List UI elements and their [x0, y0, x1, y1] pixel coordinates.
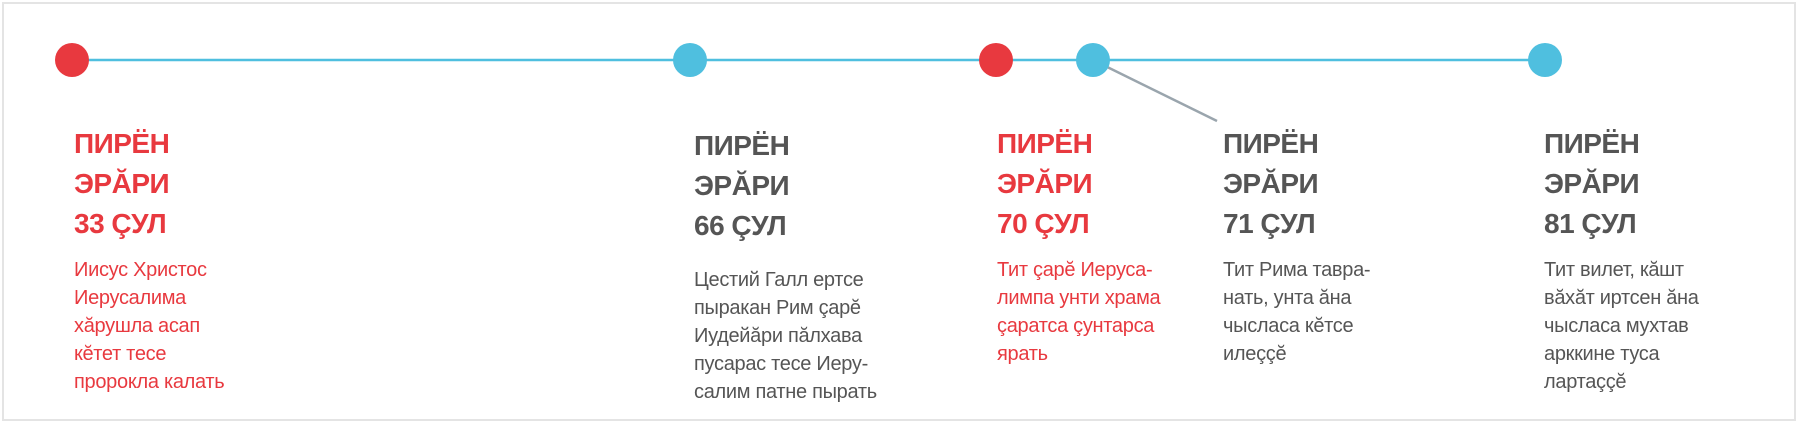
heading-line: ЭРӐРИ	[997, 168, 1093, 199]
event-66: ПИРЁН ЭРӐРИ 66 ÇУЛ Цестий Галл ертсе пырак…	[694, 126, 877, 406]
heading-line: ПИРЁН	[1544, 128, 1640, 159]
event-description: Тит Рима тавра- нать, унта ӑна чысласа к…	[1223, 259, 1371, 365]
heading-line: ЭРӐРИ	[1544, 168, 1640, 199]
connector-line	[1092, 58, 1218, 123]
timeline-dot-71	[1076, 43, 1110, 77]
event-heading: ПИРЁН ЭРӐРИ 81 ÇУЛ	[1544, 124, 1699, 244]
event-heading: ПИРЁН ЭРӐРИ 33 ÇУЛ	[74, 124, 224, 244]
event-year: 33 ÇУЛ	[74, 208, 167, 239]
event-year: 81 ÇУЛ	[1544, 208, 1637, 239]
event-description: Иисус Христос Иерусалима хӑрушла асап кӗ…	[74, 259, 225, 393]
heading-line: ЭРӐРИ	[694, 170, 790, 201]
heading-line: ЭРӐРИ	[1223, 168, 1319, 199]
event-year: 71 ÇУЛ	[1223, 208, 1316, 239]
heading-line: ПИРЁН	[694, 130, 790, 161]
heading-line: ПИРЁН	[997, 128, 1093, 159]
event-33: ПИРЁН ЭРӐРИ 33 ÇУЛ Иисус Христос Иерусалим…	[74, 124, 225, 396]
timeline-dot-70	[979, 43, 1013, 77]
event-heading: ПИРЁН ЭРӐРИ 66 ÇУЛ	[694, 126, 877, 246]
event-81: ПИРЁН ЭРӐРИ 81 ÇУЛ Тит вилет, кӑшт вӑхӑт и…	[1544, 124, 1699, 396]
event-year: 70 ÇУЛ	[997, 208, 1090, 239]
event-year: 66 ÇУЛ	[694, 210, 787, 241]
heading-line: ПИРЁН	[1223, 128, 1319, 159]
heading-line: ЭРӐРИ	[74, 168, 170, 199]
event-description: Цестий Галл ертсе пыракан Рим çарӗ Иудей…	[694, 269, 877, 403]
timeline-dot-81	[1528, 43, 1562, 77]
event-heading: ПИРЁН ЭРӐРИ 70 ÇУЛ	[997, 124, 1160, 244]
event-70: ПИРЁН ЭРӐРИ 70 ÇУЛ Тит çарӗ Иеруса- лимпа …	[997, 124, 1161, 368]
timeline-dot-33	[55, 43, 89, 77]
timeline-dot-66	[673, 43, 707, 77]
event-71: ПИРЁН ЭРӐРИ 71 ÇУЛ Тит Рима тавра- нать, у…	[1223, 124, 1371, 368]
heading-line: ПИРЁН	[74, 128, 170, 159]
event-heading: ПИРЁН ЭРӐРИ 71 ÇУЛ	[1223, 124, 1370, 244]
event-description: Тит çарӗ Иеруса- лимпа унти храма çаратс…	[997, 259, 1161, 365]
event-description: Тит вилет, кӑшт вӑхӑт иртсен ӑна чысласа…	[1544, 259, 1699, 393]
